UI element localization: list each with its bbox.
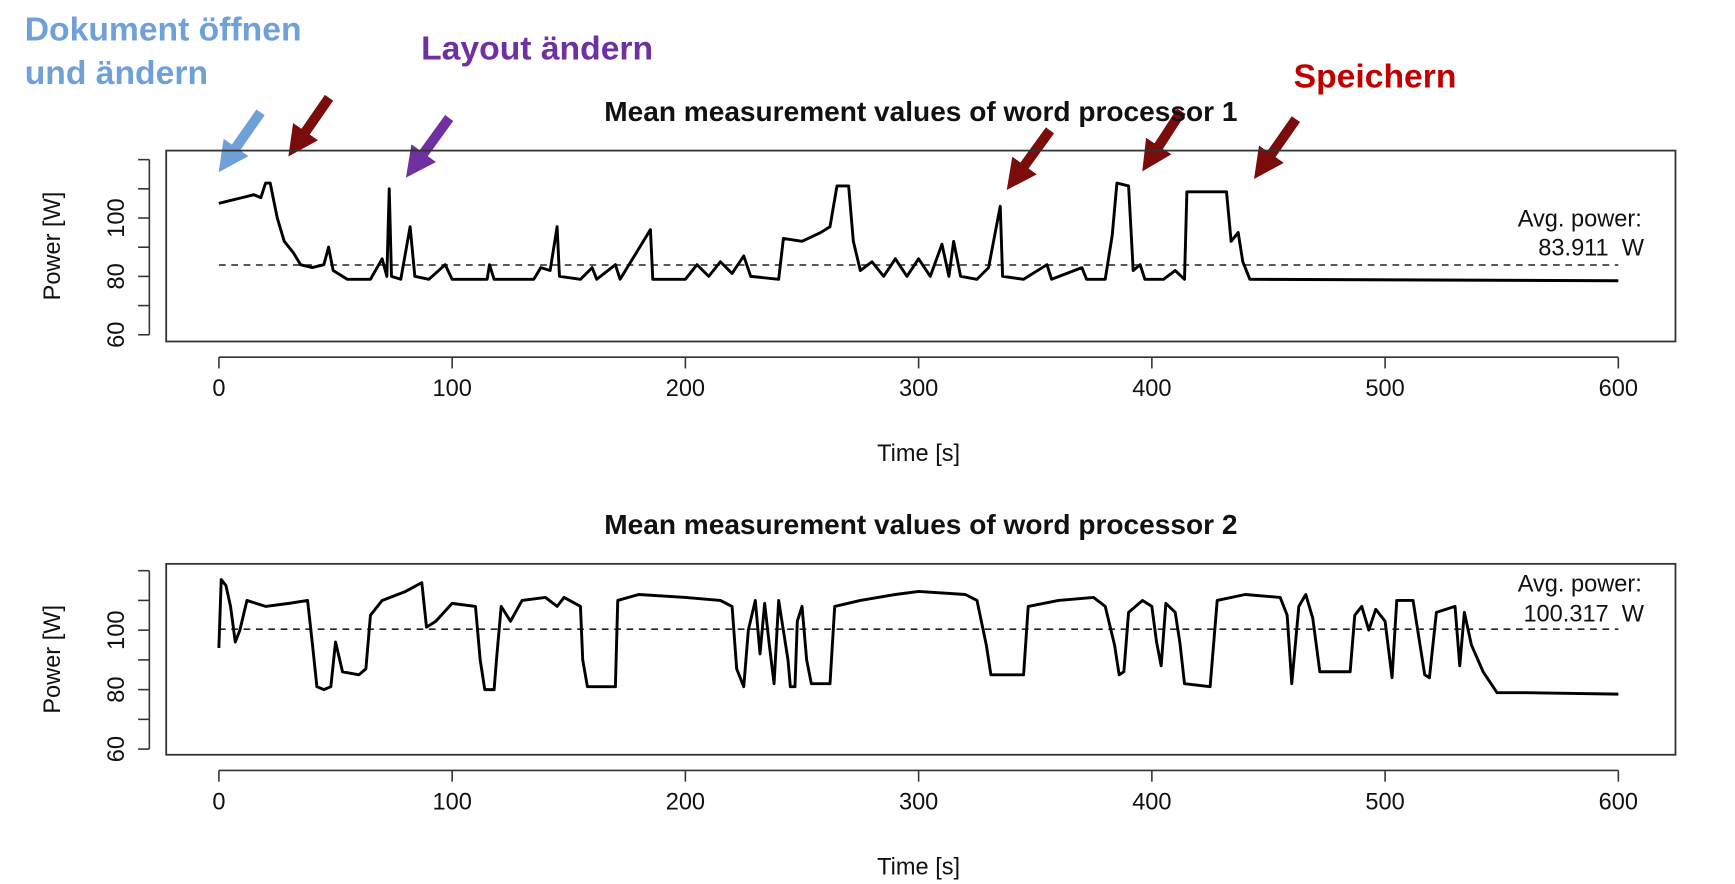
x-tick-label: 0 — [212, 788, 225, 814]
average-title: Avg. power: — [1518, 570, 1642, 596]
y-axis-label: Power [W] — [39, 192, 65, 301]
y-tick-label: 100 — [103, 198, 129, 237]
x-axis-label: Time [s] — [877, 853, 960, 879]
x-tick-label: 100 — [432, 788, 471, 814]
y-tick-label: 80 — [103, 677, 129, 703]
annotation: und ändern — [25, 55, 208, 92]
data-line — [218, 181, 1619, 283]
y-axis-label: Power [W] — [39, 605, 65, 714]
x-tick-label: 400 — [1132, 375, 1171, 401]
x-tick-label: 0 — [212, 375, 225, 401]
x-tick-label: 400 — [1132, 788, 1171, 814]
chart-title: Mean measurement values of word processo… — [604, 96, 1237, 127]
y-tick-label: 80 — [103, 263, 129, 289]
x-tick-label: 500 — [1365, 788, 1404, 814]
y-tick-label: 60 — [103, 322, 129, 348]
plot-box — [165, 149, 1677, 343]
average-title: Avg. power: — [1518, 205, 1642, 231]
annotation: Speichern — [1294, 59, 1457, 96]
y-tick-label: 60 — [103, 736, 129, 762]
average-label: 100.317 W — [1523, 601, 1644, 627]
annotation: Dokument öffnen — [25, 11, 302, 48]
x-tick-label: 300 — [899, 375, 938, 401]
data-line — [217, 578, 1619, 696]
arrow — [288, 94, 334, 157]
x-tick-label: 100 — [432, 375, 471, 401]
x-tick-label: 600 — [1599, 375, 1638, 401]
arrow — [405, 115, 454, 178]
x-tick-label: 300 — [899, 788, 938, 814]
chart-title: Mean measurement values of word processo… — [604, 509, 1237, 540]
arrow — [1006, 127, 1055, 191]
x-tick-label: 200 — [666, 375, 705, 401]
plot-box — [165, 562, 1677, 756]
y-tick-label: 100 — [103, 610, 129, 649]
average-label: 83.911 W — [1538, 235, 1644, 261]
x-axis-label: Time [s] — [877, 440, 960, 466]
x-tick-label: 500 — [1365, 375, 1404, 401]
arrow — [1142, 108, 1186, 172]
arrow — [1254, 116, 1301, 179]
x-tick-label: 600 — [1599, 788, 1638, 814]
annotation: Layout ändern — [421, 31, 653, 68]
x-tick-label: 200 — [666, 788, 705, 814]
